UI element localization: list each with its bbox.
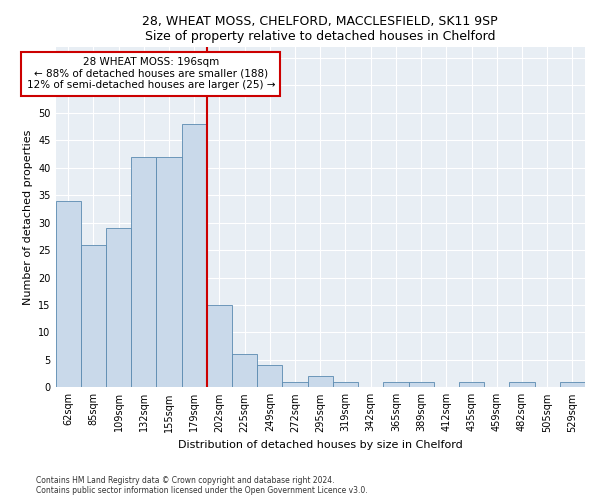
Bar [383,382,409,388]
Bar [157,156,182,388]
Bar [409,382,434,388]
Bar [560,382,585,388]
Bar [56,200,81,388]
Bar [106,228,131,388]
X-axis label: Distribution of detached houses by size in Chelford: Distribution of detached houses by size … [178,440,463,450]
Bar [459,382,484,388]
Bar [182,124,207,388]
Bar [509,382,535,388]
Title: 28, WHEAT MOSS, CHELFORD, MACCLESFIELD, SK11 9SP
Size of property relative to de: 28, WHEAT MOSS, CHELFORD, MACCLESFIELD, … [142,15,498,43]
Text: Contains HM Land Registry data © Crown copyright and database right 2024.
Contai: Contains HM Land Registry data © Crown c… [36,476,368,495]
Bar [333,382,358,388]
Bar [308,376,333,388]
Bar [257,366,283,388]
Bar [131,156,157,388]
Bar [207,305,232,388]
Text: 28 WHEAT MOSS: 196sqm
← 88% of detached houses are smaller (188)
12% of semi-det: 28 WHEAT MOSS: 196sqm ← 88% of detached … [26,57,275,90]
Bar [283,382,308,388]
Y-axis label: Number of detached properties: Number of detached properties [23,130,32,305]
Bar [81,244,106,388]
Bar [232,354,257,388]
